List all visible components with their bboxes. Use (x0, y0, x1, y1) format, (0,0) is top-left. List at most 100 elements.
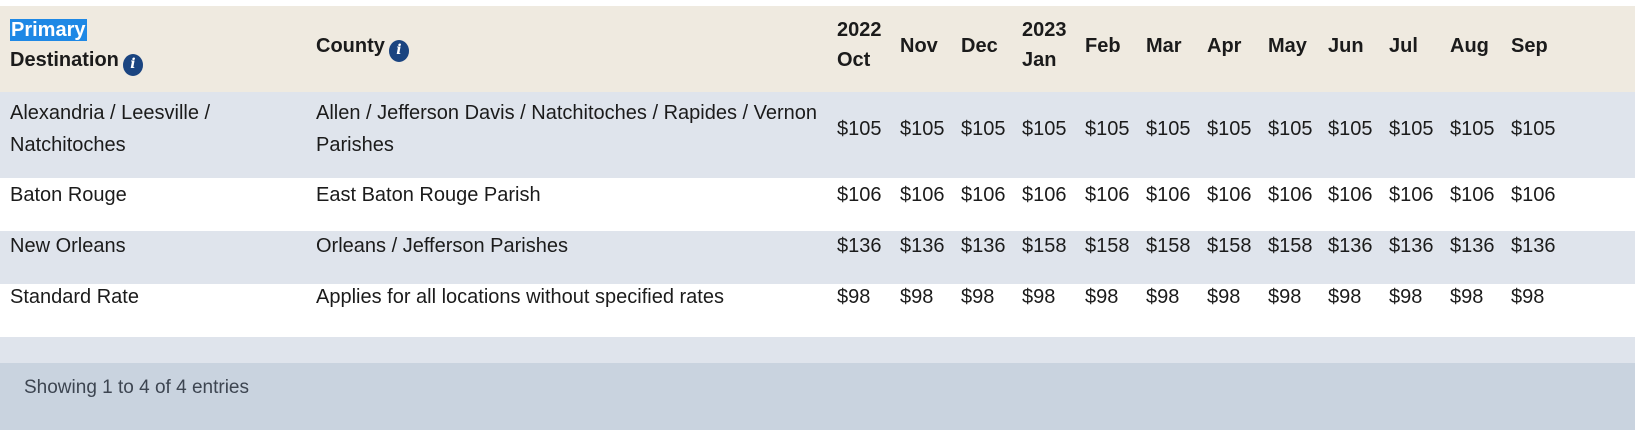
rate-cell: $105 (1146, 118, 1191, 140)
destination-line: Alexandria / Leesville / (10, 102, 211, 124)
header-month-aug[interactable]: Aug (1450, 31, 1489, 61)
rate-cell: $105 (1085, 118, 1130, 140)
rate-cell: $98 (961, 286, 995, 308)
rate-cell: $105 (1450, 118, 1495, 140)
rate-cell: $98 (900, 286, 934, 308)
header-month-dec[interactable]: Dec (961, 31, 998, 61)
header-month-oct[interactable]: 2022 Oct (837, 15, 882, 75)
rate-cell: $106 (1328, 184, 1373, 206)
table-info: Showing 1 to 4 of 4 entries (24, 377, 249, 398)
header-month-sep[interactable]: Sep (1511, 31, 1548, 61)
rate-cell: $105 (1022, 118, 1067, 140)
rate-cell: $98 (837, 286, 871, 308)
header-month-label: Mar (1146, 35, 1182, 57)
header-month-label: Aug (1450, 35, 1489, 57)
rate-cell: $106 (1511, 184, 1556, 206)
rate-cell: $136 (900, 235, 945, 257)
rate-cell: $98 (1207, 286, 1241, 308)
header-month-jul[interactable]: Jul (1389, 31, 1418, 61)
header-month-label: Sep (1511, 35, 1548, 57)
rate-cell: $106 (1450, 184, 1495, 206)
header-month-year: 2023 (1022, 19, 1067, 41)
header-month-jan[interactable]: 2023 Jan (1022, 15, 1067, 75)
header-month-label: Jan (1022, 49, 1057, 71)
rate-cell: $105 (1328, 118, 1373, 140)
rate-cell: $105 (900, 118, 945, 140)
header-primary-destination[interactable]: Primary Destination i (10, 15, 143, 76)
table-footer (0, 363, 1635, 430)
table-row (0, 284, 1635, 337)
rate-cell: $158 (1022, 235, 1067, 257)
header-month-nov[interactable]: Nov (900, 31, 938, 61)
header-destination-line1: Primary (10, 19, 87, 41)
table-header (0, 6, 1635, 92)
cell-county: Orleans / Jefferson Parishes (316, 235, 568, 257)
table-row (0, 92, 1635, 178)
cell-destination: New Orleans (10, 235, 126, 257)
rate-cell: $98 (1389, 286, 1423, 308)
header-month-may[interactable]: May (1268, 31, 1307, 61)
county-line: Allen / Jefferson Davis / Natchitoches /… (316, 102, 818, 124)
rate-cell: $158 (1268, 235, 1313, 257)
rate-cell: $158 (1207, 235, 1252, 257)
header-month-apr[interactable]: Apr (1207, 31, 1241, 61)
cell-county: Applies for all locations without specif… (316, 286, 724, 308)
header-destination-line2: Destination (10, 49, 119, 71)
cell-county: East Baton Rouge Parish (316, 184, 541, 206)
rate-cell: $158 (1146, 235, 1191, 257)
header-month-label: Feb (1085, 35, 1121, 57)
rate-cell: $106 (1207, 184, 1252, 206)
cell-destination: Baton Rouge (10, 184, 127, 206)
rate-cell: $105 (837, 118, 882, 140)
rate-cell: $98 (1146, 286, 1180, 308)
rate-cell: $106 (1085, 184, 1130, 206)
header-month-feb[interactable]: Feb (1085, 31, 1121, 61)
rate-cell: $98 (1450, 286, 1484, 308)
rate-cell: $106 (900, 184, 945, 206)
header-month-label: Apr (1207, 35, 1242, 57)
header-month-label: Nov (900, 35, 938, 57)
table-row (0, 231, 1635, 284)
destination-line: Natchitoches (10, 134, 126, 156)
header-month-label: Oct (837, 49, 871, 71)
rate-cell: $106 (1268, 184, 1313, 206)
rate-cell: $98 (1268, 286, 1302, 308)
cell-county: Allen / Jefferson Davis / Natchitoches /… (316, 97, 817, 161)
header-month-label: Dec (961, 35, 998, 57)
header-month-year: 2022 (837, 19, 882, 41)
top-strip (0, 0, 1635, 6)
rate-cell: $106 (1146, 184, 1191, 206)
rate-cell: $106 (1022, 184, 1067, 206)
header-month-label: Jul (1389, 35, 1418, 57)
header-month-mar[interactable]: Mar (1146, 31, 1182, 61)
info-icon[interactable]: i (122, 54, 143, 76)
rate-cell: $106 (837, 184, 882, 206)
rate-cell: $98 (1085, 286, 1119, 308)
header-month-jun[interactable]: Jun (1328, 31, 1364, 61)
header-county[interactable]: County i (316, 31, 409, 62)
table-bottom-spacer (0, 337, 1635, 363)
cell-destination: Alexandria / Leesville / Natchitoches (10, 97, 210, 161)
table-row (0, 178, 1635, 231)
rate-cell: $136 (837, 235, 882, 257)
rate-cell: $98 (1511, 286, 1545, 308)
header-county-label: County (316, 35, 385, 57)
rate-cell: $105 (1268, 118, 1313, 140)
cell-destination: Standard Rate (10, 286, 139, 308)
rate-cell: $98 (1022, 286, 1056, 308)
rate-cell: $136 (1389, 235, 1434, 257)
rate-cell: $98 (1328, 286, 1362, 308)
info-icon[interactable]: i (388, 40, 409, 62)
county-line: Parishes (316, 134, 394, 156)
header-month-label: Jun (1328, 35, 1364, 57)
rate-cell: $158 (1085, 235, 1130, 257)
rate-cell: $105 (961, 118, 1006, 140)
rate-cell: $136 (1328, 235, 1373, 257)
rate-cell: $105 (1207, 118, 1252, 140)
rate-cell: $106 (961, 184, 1006, 206)
rate-cell: $105 (1389, 118, 1434, 140)
rate-cell: $106 (1389, 184, 1434, 206)
header-month-label: May (1268, 35, 1307, 57)
rate-cell: $136 (1511, 235, 1556, 257)
